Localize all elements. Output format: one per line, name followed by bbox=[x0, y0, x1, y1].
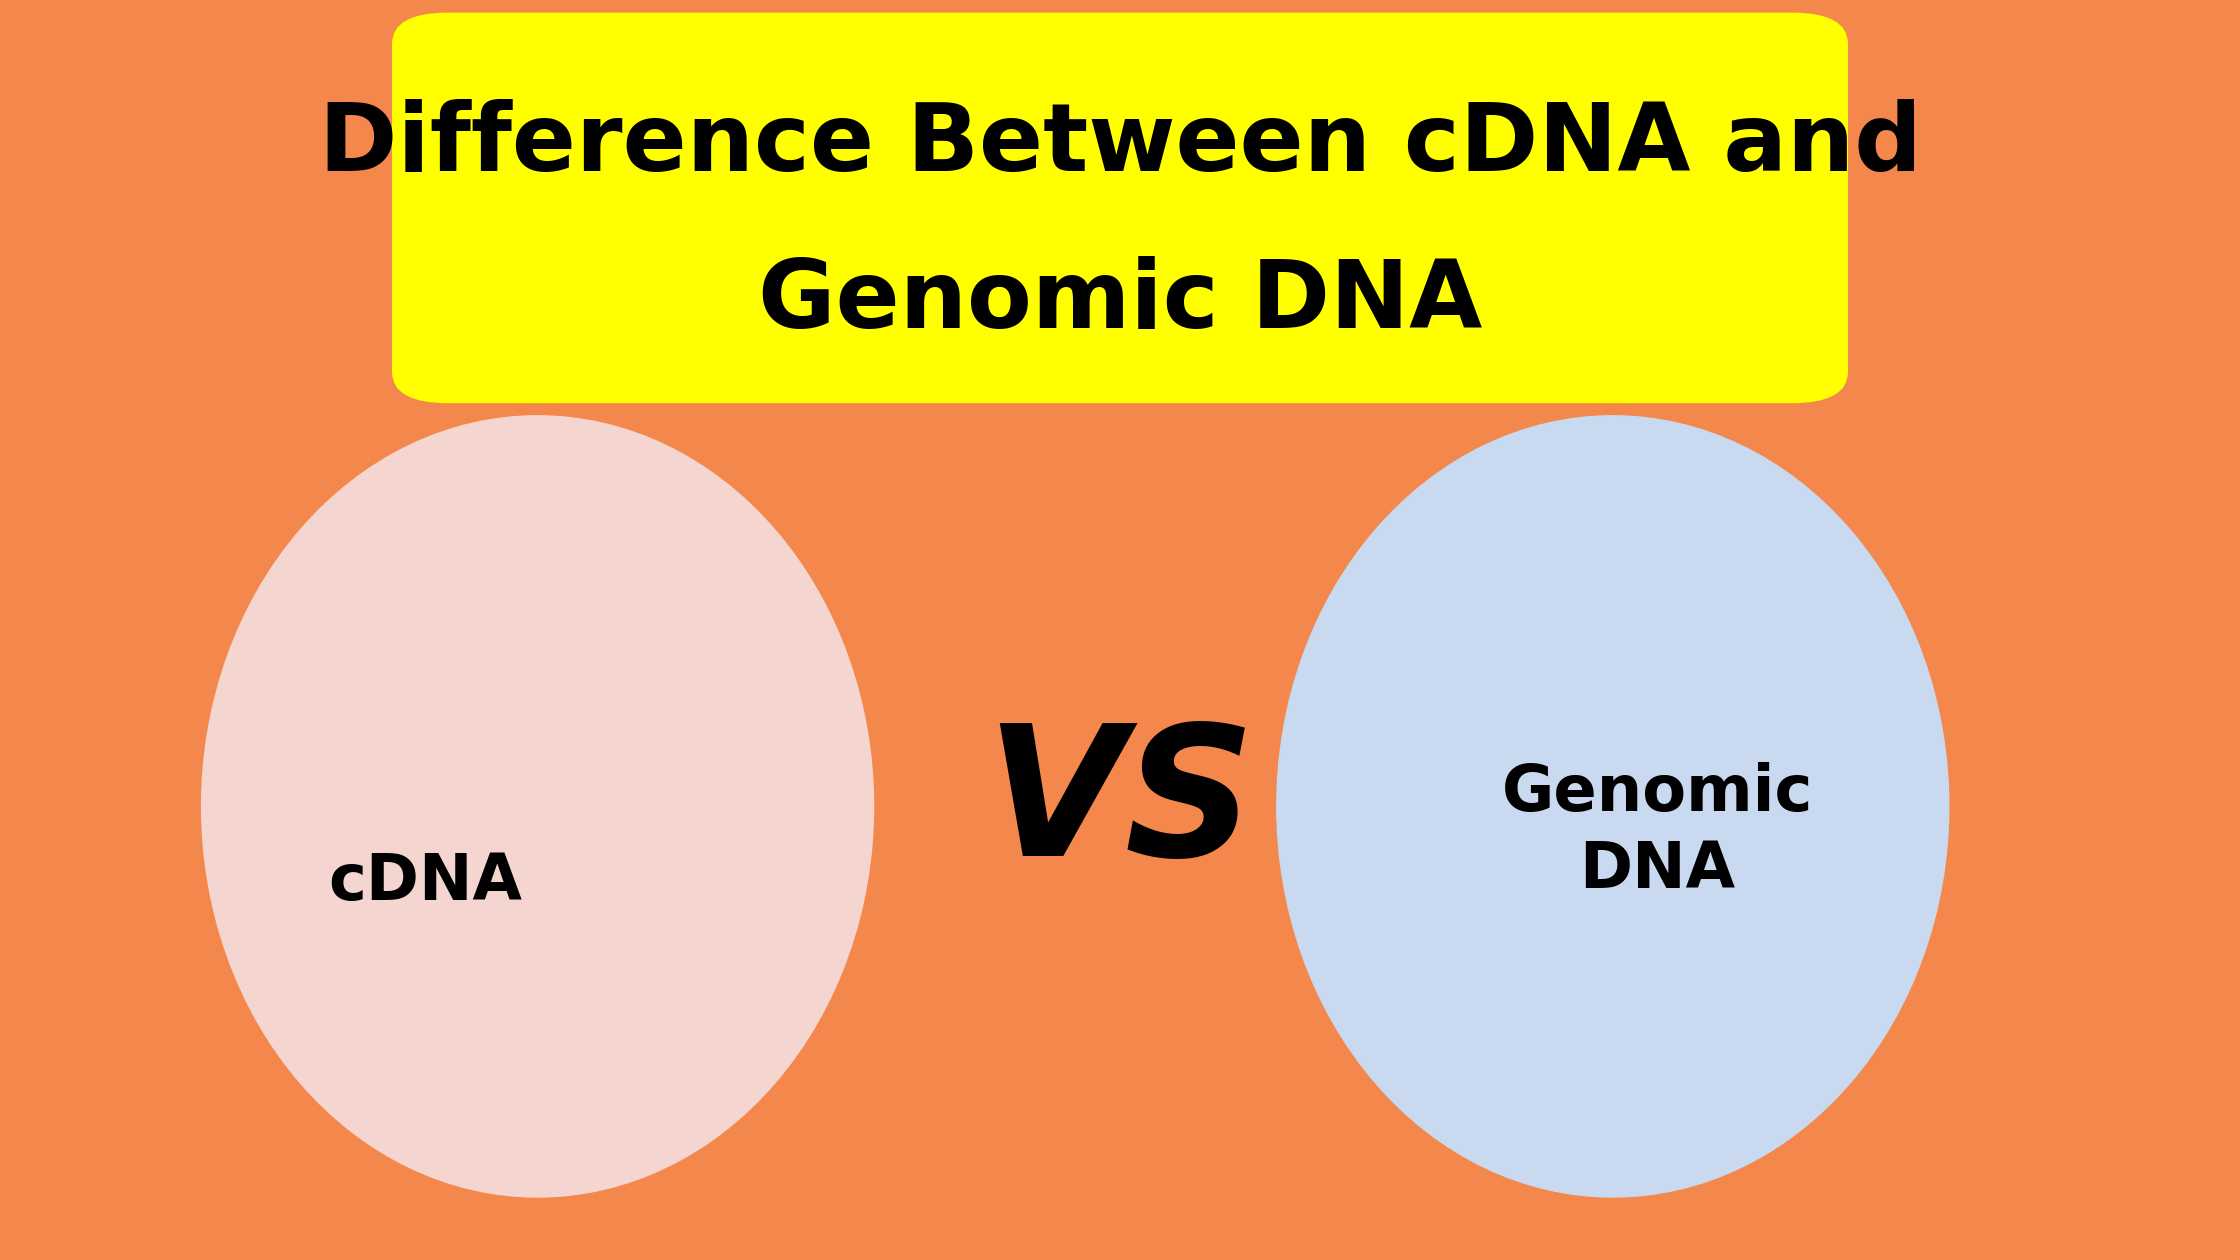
FancyBboxPatch shape bbox=[392, 13, 1848, 403]
Text: Genomic DNA: Genomic DNA bbox=[757, 256, 1483, 349]
Text: cDNA: cDNA bbox=[329, 850, 522, 913]
Text: Genomic
DNA: Genomic DNA bbox=[1501, 762, 1814, 901]
Text: VS: VS bbox=[986, 718, 1254, 895]
Ellipse shape bbox=[1277, 416, 1949, 1197]
Text: Difference Between cDNA and: Difference Between cDNA and bbox=[318, 98, 1922, 192]
Ellipse shape bbox=[202, 416, 874, 1197]
